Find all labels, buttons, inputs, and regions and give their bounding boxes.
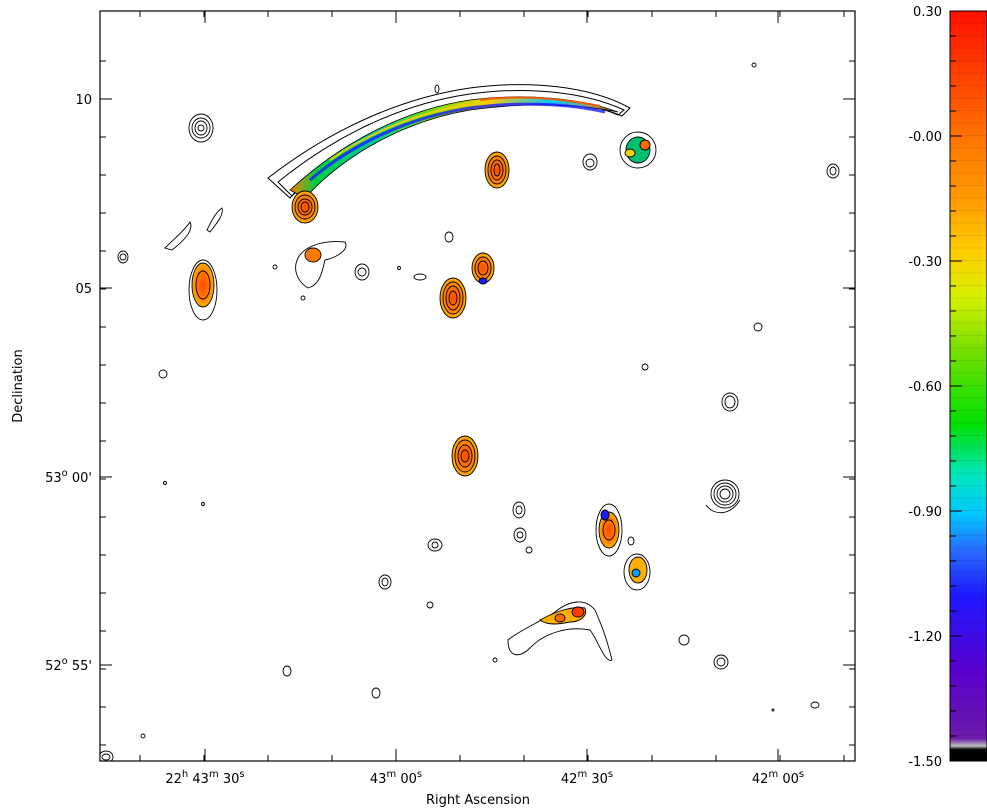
- x-axis-title: Right Ascension: [426, 793, 530, 808]
- contour-sources: [100, 62, 840, 761]
- colorbar-tick-label: 0.30: [913, 5, 942, 20]
- colorbar: 0.30 -0.00 -0.30 -0.60 -0.90 -1.20 -1.50: [908, 5, 987, 770]
- x-tick-label: 42m 00s: [752, 769, 804, 787]
- colorbar-tick-label: -0.30: [908, 255, 942, 270]
- x-tick-label: 42m 30s: [561, 769, 613, 787]
- x-tick-label: 22h 43m 30s: [165, 769, 244, 787]
- colorbar-tick-label: -0.00: [908, 130, 942, 145]
- axis-ticks: [100, 11, 855, 761]
- y-axis-title: Declination: [11, 349, 26, 423]
- colorbar-tick-label: -1.20: [908, 630, 942, 645]
- colorbar-tick-label: -0.90: [908, 505, 942, 520]
- map-content: [100, 62, 840, 761]
- colorbar-tick-labels: 0.30 -0.00 -0.30 -0.60 -0.90 -1.20 -1.50: [908, 5, 942, 770]
- y-tick-label: 52o 55': [45, 656, 92, 674]
- y-tick-label: 53o 00': [45, 468, 92, 486]
- arc-relic: [267, 84, 631, 199]
- x-tick-label: 43m 00s: [370, 769, 422, 787]
- y-tick-label: 10: [75, 93, 92, 108]
- compact-sources: [188, 131, 657, 661]
- colorbar-bands: [950, 22, 987, 761]
- colorbar-ticks: [950, 10, 962, 762]
- plot-frame: [99, 10, 856, 762]
- colorbar-tick-label: -1.50: [908, 755, 942, 770]
- y-tick-label: 05: [75, 282, 92, 297]
- y-tick-labels: 10 05 53o 00' 52o 55': [45, 93, 92, 674]
- x-tick-labels: 22h 43m 30s 43m 00s 42m 30s 42m 00s: [165, 769, 804, 787]
- colorbar-tick-label: -0.60: [908, 380, 942, 395]
